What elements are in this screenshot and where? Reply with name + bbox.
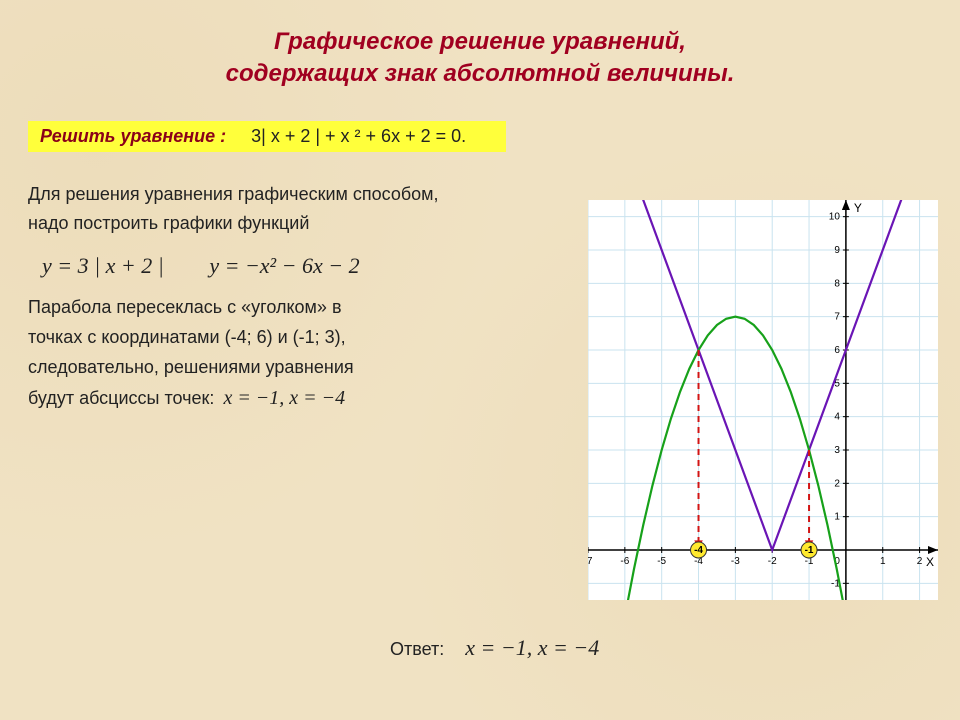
- explanation-1: Для решения уравнения графическим способ…: [28, 180, 498, 239]
- svg-text:7: 7: [834, 312, 840, 323]
- explain2-line4: будут абсциссы точек:: [28, 388, 214, 408]
- solutions-inline: x = −1, x = −4: [223, 387, 345, 409]
- svg-text:-6: -6: [620, 556, 629, 567]
- explain2-line1: Парабола пересеклась с «уголком» в: [28, 293, 498, 323]
- formula-2: y = −x² − 6x − 2: [209, 253, 359, 278]
- title-line-2: содержащих знак абсолютной величины.: [0, 58, 960, 90]
- problem-label: Решить уравнение :: [40, 126, 226, 146]
- svg-text:-1: -1: [805, 545, 814, 556]
- problem-bar: Решить уравнение : 3| х + 2 | + х ² + 6х…: [28, 121, 506, 152]
- problem-equation: 3| х + 2 | + х ² + 6х + 2 = 0.: [251, 126, 466, 146]
- explain1-line2: надо построить графики функций: [28, 209, 498, 239]
- chart: YX-7-6-5-4-3-2-112-1123456789100-4-1: [588, 200, 938, 600]
- explain2-line2: точках с координатами (-4; 6) и (-1; 3),: [28, 323, 498, 353]
- title-block: Графическое решение уравнений, содержащи…: [0, 0, 960, 91]
- svg-text:2: 2: [834, 478, 840, 489]
- answer-row: Ответ: x = −1, x = −4: [390, 635, 599, 661]
- title-line-1: Графическое решение уравнений,: [0, 26, 960, 58]
- svg-text:4: 4: [834, 412, 840, 423]
- svg-text:1: 1: [880, 556, 886, 567]
- explain1-line1: Для решения уравнения графическим способ…: [28, 180, 498, 210]
- svg-text:3: 3: [834, 445, 840, 456]
- svg-text:X: X: [926, 555, 934, 569]
- svg-text:Y: Y: [854, 201, 862, 215]
- explain2-line3: следовательно, решениями уравнения: [28, 353, 498, 383]
- answer-label: Ответ:: [390, 639, 444, 659]
- svg-text:10: 10: [829, 212, 841, 223]
- formula-1: y = 3 | x + 2 |: [42, 253, 164, 278]
- explanation-2: Парабола пересеклась с «уголком» в точка…: [28, 293, 498, 415]
- svg-text:-7: -7: [588, 556, 593, 567]
- svg-text:6: 6: [834, 345, 840, 356]
- answer-value: x = −1, x = −4: [465, 635, 599, 660]
- svg-text:-4: -4: [694, 545, 703, 556]
- svg-text:9: 9: [834, 245, 840, 256]
- svg-text:8: 8: [834, 278, 840, 289]
- svg-text:1: 1: [834, 512, 840, 523]
- svg-text:-3: -3: [731, 556, 740, 567]
- svg-text:-2: -2: [768, 556, 777, 567]
- svg-text:-5: -5: [657, 556, 666, 567]
- svg-text:2: 2: [917, 556, 923, 567]
